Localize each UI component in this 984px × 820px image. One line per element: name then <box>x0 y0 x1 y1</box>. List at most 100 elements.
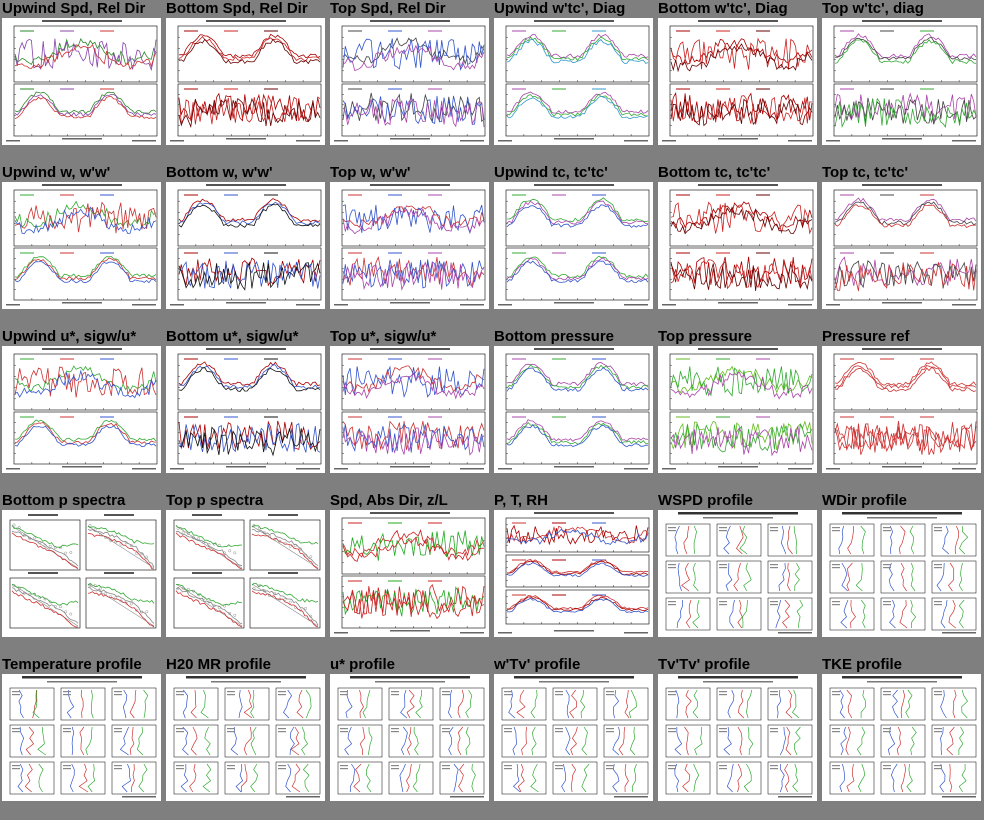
plot-thumbnail-image <box>334 348 486 470</box>
plot-title: Upwind w, w'w' <box>2 164 111 181</box>
plot-title: Bottom Spd, Rel Dir <box>166 0 308 17</box>
plot-thumbnail-image <box>173 676 321 798</box>
plot-thumbnail-link[interactable] <box>330 18 489 145</box>
plot-cell-upwind-spd-rel-dir: Upwind Spd, Rel Dir <box>0 0 164 164</box>
plot-cell-bottom-u-sigw-u: Bottom u*, sigw/u* <box>164 328 328 492</box>
plot-thumbnail-image <box>662 184 814 306</box>
plot-title: Top tc, tc'tc' <box>822 164 909 181</box>
plot-thumbnail-link[interactable] <box>822 510 981 637</box>
plot-thumbnail-image <box>334 20 486 142</box>
plot-thumbnail-image <box>6 184 158 306</box>
plot-thumbnail-link[interactable] <box>658 510 817 637</box>
plot-title: Top p spectra <box>166 492 264 509</box>
plot-title: Upwind tc, tc'tc' <box>494 164 608 181</box>
plot-thumbnail-image <box>826 184 978 306</box>
plot-thumbnail-image <box>170 348 322 470</box>
plot-thumbnail-image <box>662 20 814 142</box>
plot-thumbnail-link[interactable] <box>658 182 817 309</box>
plot-cell-bottom-w-tc-diag: Bottom w'tc', Diag <box>656 0 820 164</box>
plot-title: Temperature profile <box>2 656 142 673</box>
plot-cell-pressure-ref: Pressure ref <box>820 328 984 492</box>
plot-thumbnail-image <box>173 514 321 629</box>
plot-thumbnail-image <box>829 676 977 798</box>
plot-thumbnail-image <box>9 514 157 629</box>
plot-cell-u-profile: u* profile <box>328 656 492 820</box>
plot-cell-top-w-w-w: Top w, w'w' <box>328 164 492 328</box>
plot-thumbnail-link[interactable] <box>2 510 161 637</box>
plot-thumbnail-link[interactable] <box>166 346 325 473</box>
plot-title: H20 MR profile <box>166 656 272 673</box>
plot-thumbnail-link[interactable] <box>330 510 489 637</box>
plot-thumbnail-link[interactable] <box>166 674 325 801</box>
plot-thumbnail-link[interactable] <box>2 182 161 309</box>
plot-title: Top Spd, Rel Dir <box>330 0 446 17</box>
plot-title: WSPD profile <box>658 492 754 509</box>
plot-cell-tv-tv-profile: Tv'Tv' profile <box>656 656 820 820</box>
plot-cell-upwind-u-sigw-u: Upwind u*, sigw/u* <box>0 328 164 492</box>
plot-title: WDir profile <box>822 492 907 509</box>
plot-thumbnail-image <box>826 20 978 142</box>
plot-thumbnail-link[interactable] <box>166 18 325 145</box>
plot-thumbnail-image <box>334 184 486 306</box>
plot-cell-bottom-w-w-w: Bottom w, w'w' <box>164 164 328 328</box>
plot-thumbnail-link[interactable] <box>166 182 325 309</box>
plot-thumbnail-link[interactable] <box>658 346 817 473</box>
plot-cell-tke-profile: TKE profile <box>820 656 984 820</box>
plot-thumbnail-image <box>665 512 813 634</box>
plot-thumbnail-image <box>829 512 977 634</box>
plot-cell-bottom-p-spectra: Bottom p spectra <box>0 492 164 656</box>
plot-cell-temperature-profile: Temperature profile <box>0 656 164 820</box>
plot-title: Top w, w'w' <box>330 164 411 181</box>
plot-title: Bottom u*, sigw/u* <box>166 328 299 345</box>
plot-title: Bottom p spectra <box>2 492 126 509</box>
plot-thumbnail-link[interactable] <box>494 346 653 473</box>
plot-thumbnail-image <box>665 676 813 798</box>
plot-cell-top-pressure: Top pressure <box>656 328 820 492</box>
plot-cell-wdir-profile: WDir profile <box>820 492 984 656</box>
plot-title: Top pressure <box>658 328 752 345</box>
plot-cell-upwind-w-tc-diag: Upwind w'tc', Diag <box>492 0 656 164</box>
plot-thumbnail-image <box>9 676 157 798</box>
plot-title: Top u*, sigw/u* <box>330 328 437 345</box>
plot-cell-top-w-tc-diag: Top w'tc', diag <box>820 0 984 164</box>
plot-cell-upwind-tc-tc-tc: Upwind tc, tc'tc' <box>492 164 656 328</box>
plot-cell-bottom-tc-tc-tc: Bottom tc, tc'tc' <box>656 164 820 328</box>
plot-thumbnail-link[interactable] <box>330 674 489 801</box>
plot-thumbnail-image <box>170 184 322 306</box>
plot-thumbnail-link[interactable] <box>822 674 981 801</box>
plot-thumbnail-image <box>498 348 650 470</box>
plot-title: Bottom pressure <box>494 328 615 345</box>
plot-thumbnail-image <box>337 676 485 798</box>
plot-thumbnail-image <box>501 676 649 798</box>
plot-thumbnail-link[interactable] <box>330 346 489 473</box>
plot-thumbnail-link[interactable] <box>494 674 653 801</box>
plot-thumbnail-link[interactable] <box>822 18 981 145</box>
plot-thumbnail-image <box>6 20 158 142</box>
plot-thumbnail-image <box>498 184 650 306</box>
plot-thumbnail-link[interactable] <box>494 18 653 145</box>
plot-title: Upwind Spd, Rel Dir <box>2 0 146 17</box>
plot-thumbnail-link[interactable] <box>822 182 981 309</box>
plot-cell-top-tc-tc-tc: Top tc, tc'tc' <box>820 164 984 328</box>
plot-cell-bottom-pressure: Bottom pressure <box>492 328 656 492</box>
plot-title: P, T, RH <box>494 492 548 509</box>
plot-title: Upwind w'tc', Diag <box>494 0 626 17</box>
plot-thumbnail-link[interactable] <box>166 510 325 637</box>
plot-thumbnail-image <box>662 348 814 470</box>
plot-thumbnail-image <box>498 512 650 634</box>
plot-title: Bottom w, w'w' <box>166 164 273 181</box>
plot-thumbnail-image <box>498 20 650 142</box>
plot-cell-spd-abs-dir-z-l: Spd, Abs Dir, z/L <box>328 492 492 656</box>
plot-thumbnail-link[interactable] <box>2 18 161 145</box>
plot-thumbnail-link[interactable] <box>494 182 653 309</box>
plot-thumbnail-image <box>334 512 486 634</box>
plot-thumbnail-link[interactable] <box>2 674 161 801</box>
plot-cell-upwind-w-w-w: Upwind w, w'w' <box>0 164 164 328</box>
plot-thumbnail-link[interactable] <box>658 674 817 801</box>
plot-thumbnail-link[interactable] <box>658 18 817 145</box>
plot-thumbnail-link[interactable] <box>494 510 653 637</box>
plot-thumbnail-link[interactable] <box>2 346 161 473</box>
plot-thumbnail-link[interactable] <box>822 346 981 473</box>
plot-thumbnail-link[interactable] <box>330 182 489 309</box>
